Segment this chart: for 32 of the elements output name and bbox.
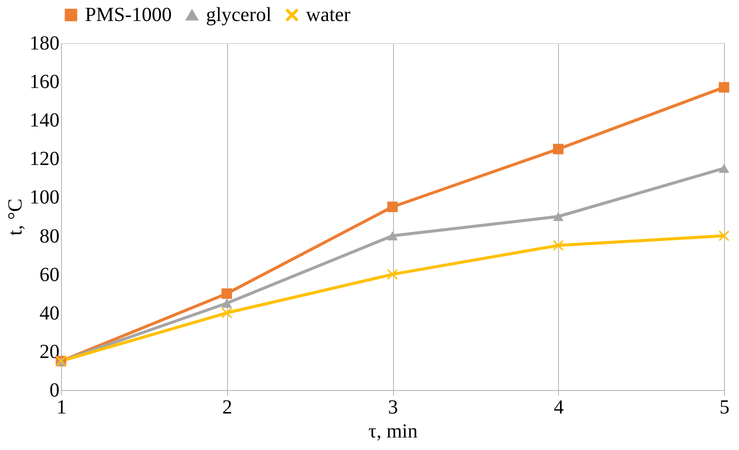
point	[718, 230, 730, 242]
y-axis-title: t, °C	[4, 198, 26, 236]
x-axis-title: τ, min	[368, 420, 418, 442]
point	[387, 231, 398, 240]
y-tick-label: 160	[30, 71, 60, 94]
x-tick-label: 2	[222, 396, 232, 418]
y-tick-label: 100	[30, 186, 60, 209]
x-tick-label: 5	[720, 396, 730, 418]
y-tick-label: 140	[30, 110, 60, 132]
point	[222, 308, 232, 318]
y-tick-label: 20	[40, 340, 60, 363]
point	[553, 240, 564, 251]
legend-label: glycerol	[206, 4, 272, 26]
y-tick-label: 60	[40, 264, 60, 286]
y-tick-label: 80	[40, 225, 60, 248]
point	[222, 288, 232, 299]
y-tick-label: 180	[30, 32, 60, 54]
legend-label: water	[306, 4, 351, 26]
point	[387, 202, 398, 212]
point	[222, 298, 232, 308]
x-tick-label: 4	[554, 396, 564, 418]
y-tick-label: 0	[50, 380, 60, 402]
point	[387, 269, 398, 280]
point	[718, 82, 730, 93]
x-tick-label: 1	[56, 396, 66, 418]
point	[718, 164, 730, 173]
x-tick-label: 3	[388, 396, 398, 418]
y-tick-label: 120	[30, 148, 60, 170]
legend-label: PMS-1000	[85, 4, 172, 26]
point	[553, 144, 564, 154]
y-tick-label: 40	[40, 302, 60, 324]
point	[553, 212, 564, 222]
